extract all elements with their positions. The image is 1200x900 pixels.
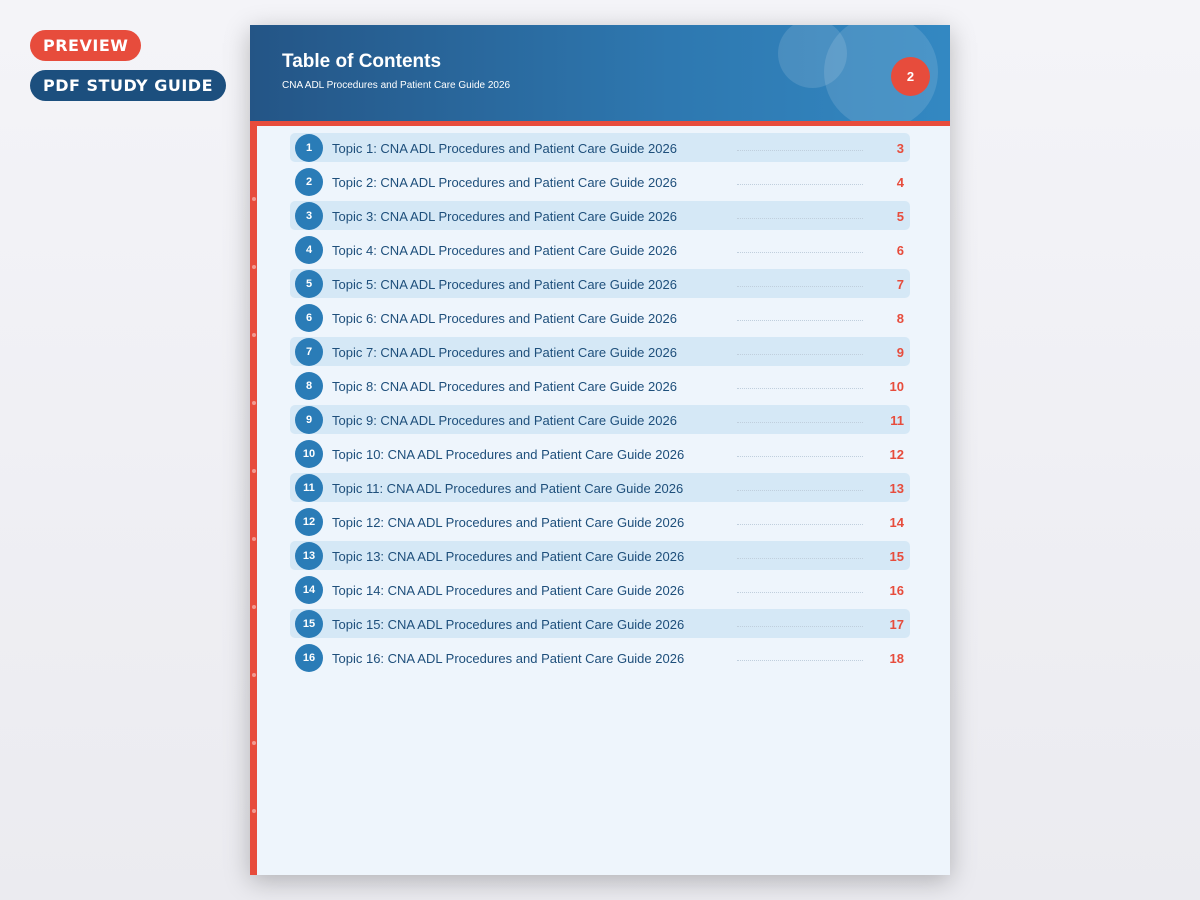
topic-number: 1: [295, 134, 323, 162]
topic-title: Topic 9: CNA ADL Procedures and Patient …: [332, 413, 677, 428]
binding-hole: [252, 537, 256, 541]
page-title: Table of Contents: [282, 51, 442, 72]
dot-leader: [737, 456, 863, 457]
binding-hole: [252, 197, 256, 201]
dot-leader: [737, 490, 863, 491]
topic-page-number: 15: [889, 549, 904, 564]
toc-entry[interactable]: 1 Topic 1: CNA ADL Procedures and Patien…: [290, 133, 910, 162]
dot-leader: [737, 626, 863, 627]
topic-title: Topic 15: CNA ADL Procedures and Patient…: [332, 617, 685, 632]
topic-title: Topic 12: CNA ADL Procedures and Patient…: [332, 515, 685, 530]
binding-hole: [252, 809, 256, 813]
page-number-badge: 2: [891, 57, 930, 96]
topic-title: Topic 10: CNA ADL Procedures and Patient…: [332, 447, 685, 462]
topic-page-number: 12: [889, 447, 904, 462]
topic-page-number: 14: [889, 515, 904, 530]
toc-entry[interactable]: 5 Topic 5: CNA ADL Procedures and Patien…: [290, 269, 910, 298]
topic-title: Topic 14: CNA ADL Procedures and Patient…: [332, 583, 685, 598]
topic-number: 2: [295, 168, 323, 196]
topic-page-number: 16: [889, 583, 904, 598]
toc-entry[interactable]: 12 Topic 12: CNA ADL Procedures and Pati…: [290, 507, 910, 536]
dot-leader: [737, 184, 863, 185]
toc-entry[interactable]: 10 Topic 10: CNA ADL Procedures and Pati…: [290, 439, 910, 468]
topic-number: 14: [295, 576, 323, 604]
toc-entry[interactable]: 8 Topic 8: CNA ADL Procedures and Patien…: [290, 371, 910, 400]
toc-entry[interactable]: 7 Topic 7: CNA ADL Procedures and Patien…: [290, 337, 910, 366]
toc-entry[interactable]: 13 Topic 13: CNA ADL Procedures and Pati…: [290, 541, 910, 570]
topic-title: Topic 1: CNA ADL Procedures and Patient …: [332, 141, 677, 156]
topic-title: Topic 11: CNA ADL Procedures and Patient…: [332, 481, 684, 496]
topic-title: Topic 8: CNA ADL Procedures and Patient …: [332, 379, 677, 394]
binding-strip: [250, 126, 257, 875]
topic-number: 11: [295, 474, 323, 502]
dot-leader: [737, 320, 863, 321]
topic-title: Topic 3: CNA ADL Procedures and Patient …: [332, 209, 677, 224]
topic-number: 10: [295, 440, 323, 468]
toc-entry[interactable]: 4 Topic 4: CNA ADL Procedures and Patien…: [290, 235, 910, 264]
toc-entry[interactable]: 6 Topic 6: CNA ADL Procedures and Patien…: [290, 303, 910, 332]
dot-leader: [737, 286, 863, 287]
toc-entry[interactable]: 9 Topic 9: CNA ADL Procedures and Patien…: [290, 405, 910, 434]
toc-entry[interactable]: 15 Topic 15: CNA ADL Procedures and Pati…: [290, 609, 910, 638]
toc-entry[interactable]: 14 Topic 14: CNA ADL Procedures and Pati…: [290, 575, 910, 604]
topic-page-number: 17: [889, 617, 904, 632]
topic-title: Topic 16: CNA ADL Procedures and Patient…: [332, 651, 685, 666]
binding-hole: [252, 469, 256, 473]
binding-hole: [252, 605, 256, 609]
topic-number: 5: [295, 270, 323, 298]
topic-page-number: 10: [889, 379, 904, 394]
topic-title: Topic 7: CNA ADL Procedures and Patient …: [332, 345, 677, 360]
dot-leader: [737, 558, 863, 559]
topic-title: Topic 13: CNA ADL Procedures and Patient…: [332, 549, 685, 564]
topic-number: 7: [295, 338, 323, 366]
dot-leader: [737, 422, 863, 423]
toc-entry[interactable]: 16 Topic 16: CNA ADL Procedures and Pati…: [290, 643, 910, 672]
topic-page-number: 9: [896, 345, 904, 360]
topic-number: 3: [295, 202, 323, 230]
topic-title: Topic 6: CNA ADL Procedures and Patient …: [332, 311, 677, 326]
dot-leader: [737, 150, 863, 151]
topic-page-number: 6: [896, 243, 904, 258]
binding-hole: [252, 673, 256, 677]
binding-hole: [252, 741, 256, 745]
dot-leader: [737, 524, 863, 525]
topic-number: 12: [295, 508, 323, 536]
dot-leader: [737, 354, 863, 355]
topic-page-number: 11: [890, 413, 904, 428]
binding-hole: [252, 333, 256, 337]
topic-number: 4: [295, 236, 323, 264]
topic-page-number: 13: [889, 481, 904, 496]
topic-page-number: 5: [896, 209, 904, 224]
topic-number: 8: [295, 372, 323, 400]
topic-number: 15: [295, 610, 323, 638]
topic-title: Topic 5: CNA ADL Procedures and Patient …: [332, 277, 677, 292]
preview-badge: PREVIEW: [30, 30, 142, 61]
pdf-study-guide-badge: PDF STUDY GUIDE: [30, 70, 226, 101]
topic-number: 16: [295, 644, 323, 672]
binding-hole: [252, 401, 256, 405]
page-subtitle: CNA ADL Procedures and Patient Care Guid…: [282, 80, 511, 91]
document-page: Table of Contents CNA ADL Procedures and…: [250, 25, 950, 875]
topic-page-number: 3: [896, 141, 904, 156]
page-header: Table of Contents CNA ADL Procedures and…: [250, 25, 950, 126]
dot-leader: [737, 252, 863, 253]
toc-entry[interactable]: 11 Topic 11: CNA ADL Procedures and Pati…: [290, 473, 910, 502]
topic-page-number: 8: [896, 311, 904, 326]
topic-number: 6: [295, 304, 323, 332]
toc-entry[interactable]: 2 Topic 2: CNA ADL Procedures and Patien…: [290, 167, 910, 196]
dot-leader: [737, 388, 863, 389]
topic-number: 9: [295, 406, 323, 434]
topic-page-number: 7: [896, 277, 904, 292]
topic-title: Topic 4: CNA ADL Procedures and Patient …: [332, 243, 677, 258]
topic-page-number: 4: [896, 175, 904, 190]
topic-title: Topic 2: CNA ADL Procedures and Patient …: [332, 175, 677, 190]
toc-entry[interactable]: 3 Topic 3: CNA ADL Procedures and Patien…: [290, 201, 910, 230]
dot-leader: [737, 218, 863, 219]
dot-leader: [737, 660, 863, 661]
dot-leader: [737, 592, 863, 593]
binding-hole: [252, 265, 256, 269]
topic-number: 13: [295, 542, 323, 570]
decorative-circle: [778, 25, 847, 88]
topic-page-number: 18: [889, 651, 904, 666]
